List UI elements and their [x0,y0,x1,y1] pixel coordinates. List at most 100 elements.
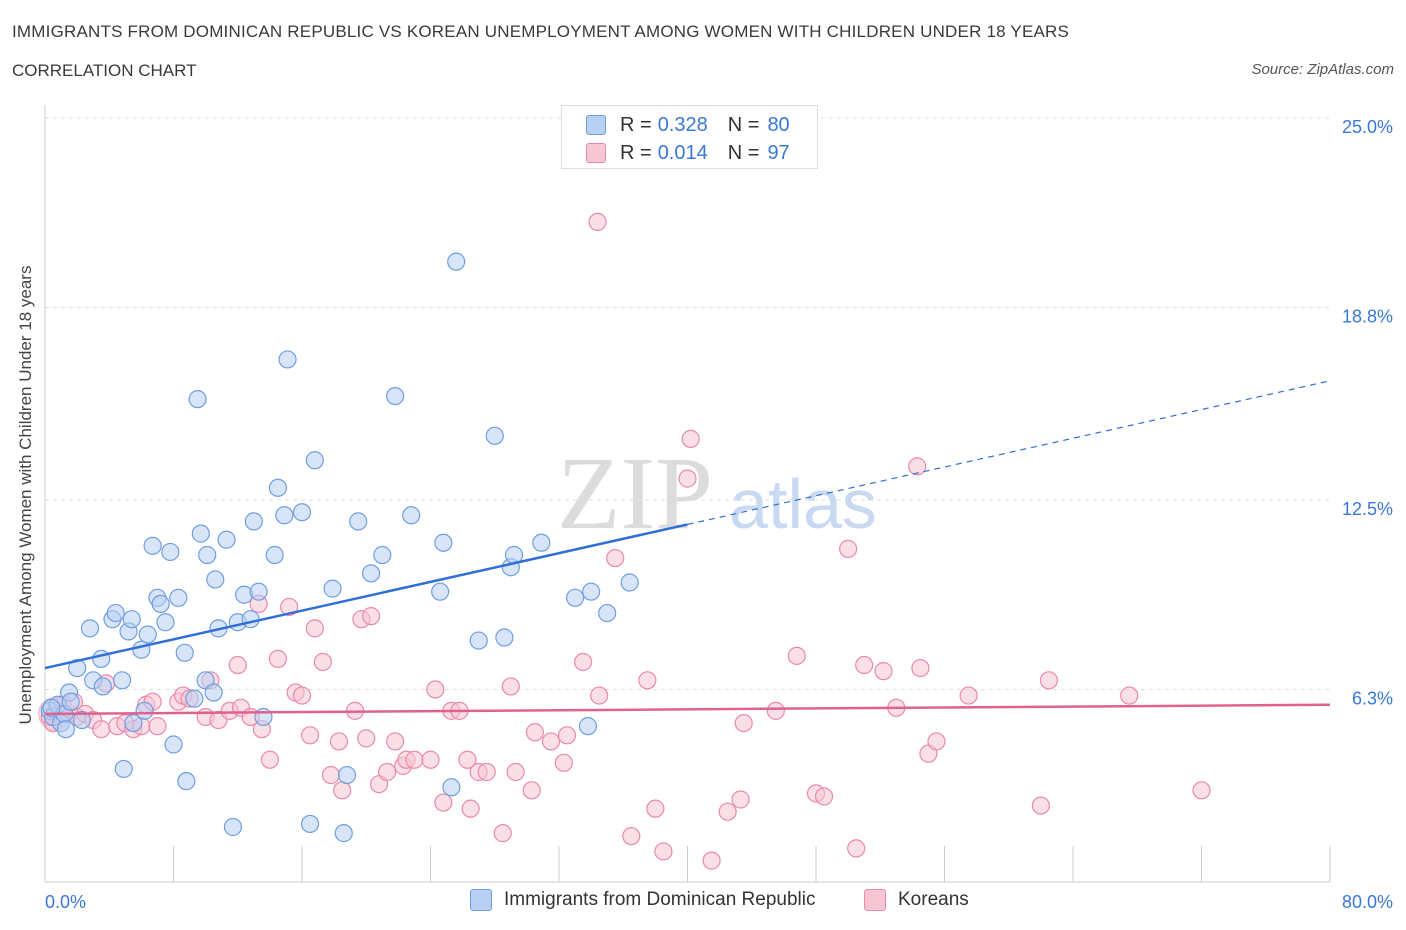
dominican-point [373,545,392,565]
koreans-point [766,701,785,720]
dominican-point [135,701,154,720]
dominican-point [402,506,421,525]
koreans-point [305,619,324,638]
bottom-legend-swatch-pink [864,889,886,911]
legend-n-value: 80 [767,113,790,136]
dominican-point [447,252,466,271]
dominican-point [349,512,368,531]
dominican-point [337,765,357,785]
koreans-point [911,658,930,678]
dominican-point [151,594,170,614]
koreans-point [525,723,545,742]
koreans-point [458,750,477,769]
koreans-point [554,753,573,772]
koreans-point [606,548,625,568]
dominican-points [40,252,639,843]
koreans-point [646,799,665,818]
legend-r-value: 0.014 [657,141,708,164]
dominican-point [188,390,207,409]
dominican-point [124,713,143,733]
dominican-point [42,698,61,717]
watermark: ZIP atlas [557,436,877,551]
y-tick-label: 6.3% [1352,688,1393,708]
koreans-point [92,720,111,739]
dominican-point [495,628,514,647]
bottom-legend-swatch-blue [470,889,492,911]
dominican-point [268,478,288,497]
dominican-point [334,824,353,843]
dominican-trend-line [44,523,688,670]
legend-swatch-blue [586,115,606,135]
dominican-point [265,545,284,565]
koreans-point [386,732,405,751]
dominican-point [598,603,617,623]
koreans-point [654,842,673,861]
koreans-point [557,726,577,745]
koreans-point [734,713,753,733]
koreans-point [1192,781,1211,800]
koreans-point [260,750,279,769]
dominican-point [275,506,294,525]
dominican-point [244,512,263,531]
dominican-point [578,717,598,736]
tick-labels: 6.3% 12.5% 18.8% 25.0% 0.0% 80.0% [45,117,1393,912]
dominican-point [620,573,639,592]
legend-r-label: R = [620,141,652,164]
dominican-point [114,759,133,779]
koreans-point [678,469,697,488]
koreans-point [959,686,978,705]
koreans-point [855,655,874,675]
dominican-point [361,564,381,583]
koreans-point [228,655,247,675]
dominican-point [161,542,180,562]
legend-row-dominican: R = 0.328 N = 80 [586,114,790,136]
dominican-point [169,588,188,607]
y-tick-label: 18.8% [1342,306,1393,326]
dominican-point [565,588,585,607]
axes [44,105,1331,883]
dominican-point [198,545,217,565]
legend-r-label: R = [620,113,652,136]
koreans-point [329,732,349,751]
dominican-point [56,720,75,739]
dominican-point [204,683,223,702]
dominican-point [469,631,488,650]
koreans-point [361,607,381,626]
trend-lines [44,380,1331,716]
koreans-point [588,212,607,232]
koreans-point [702,851,721,870]
koreans-point [718,802,737,821]
koreans-point [268,649,288,669]
koreans-point [493,824,512,843]
dominican-point [582,582,601,601]
koreans-point [1120,686,1139,705]
dominican-point [132,640,151,659]
dominican-point [206,570,225,589]
koreans-point [280,597,299,617]
koreans-point [434,793,453,812]
dominican-point [532,533,551,552]
koreans-point [814,787,834,806]
koreans-point [622,827,641,846]
dominican-point [431,582,450,601]
dominican-point [217,530,236,549]
legend-r-value: 0.328 [657,113,708,136]
koreans-point [522,781,541,800]
dominican-point [164,735,183,754]
koreans-point [426,680,445,699]
koreans-point [874,662,893,681]
koreans-point [357,729,376,748]
dominican-point [305,451,324,470]
bottom-legend-dominican: Immigrants from Dominican Republic [470,889,816,911]
dominican-point [292,503,312,522]
dominican-point [249,582,268,601]
chart-title: IMMIGRANTS FROM DOMINICAN REPUBLIC VS KO… [12,22,1070,41]
dominican-point [72,710,92,730]
dominican-point [175,643,194,662]
dominican-point [278,350,297,369]
dominican-point [61,692,80,711]
koreans-point [908,457,927,476]
koreans-point [1031,796,1050,815]
koreans-point [847,839,866,858]
